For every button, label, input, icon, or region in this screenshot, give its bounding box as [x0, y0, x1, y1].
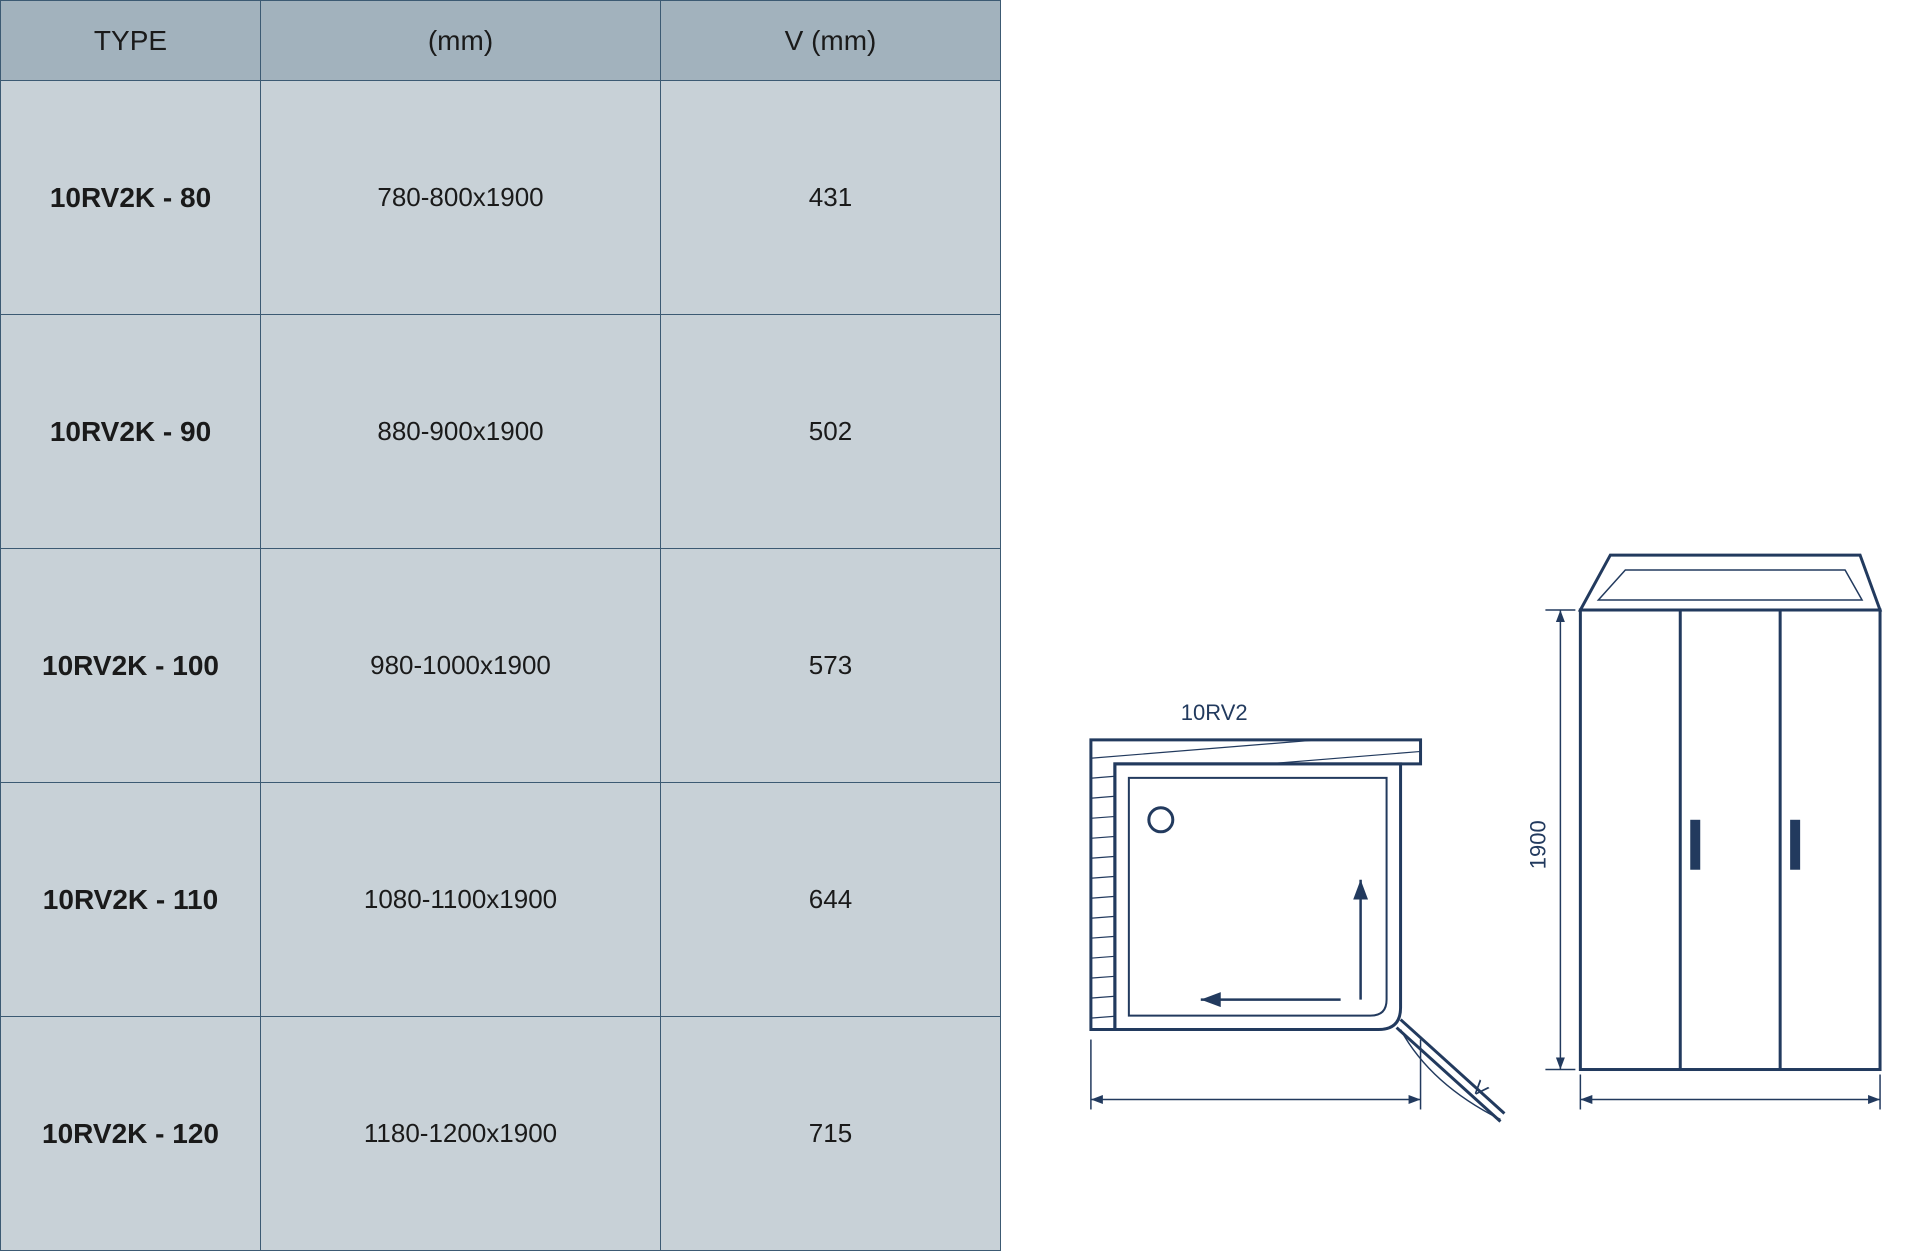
elev-top — [1580, 555, 1880, 610]
cell-mm: 1080-1100x1900 — [261, 783, 661, 1017]
cell-mm: 780-800x1900 — [261, 81, 661, 315]
elev-height-label: 1900 — [1525, 820, 1550, 869]
plan-door-swing — [1397, 1020, 1505, 1122]
plan-dim-baseline — [1091, 1040, 1421, 1110]
table-row: 10RV2K - 90 880-900x1900 502 — [1, 315, 1001, 549]
elev-body — [1580, 610, 1880, 1070]
elev-handle-2 — [1790, 820, 1800, 870]
cell-v: 502 — [661, 315, 1001, 549]
table-row: 10RV2K - 110 1080-1100x1900 644 — [1, 783, 1001, 1017]
plan-wall — [1071, 730, 1441, 1030]
table-row: 10RV2K - 100 980-1000x1900 573 — [1, 549, 1001, 783]
plan-drain — [1149, 808, 1173, 832]
cell-v: 431 — [661, 81, 1001, 315]
cell-mm: 980-1000x1900 — [261, 549, 661, 783]
spec-table-region: TYPE (mm) V (mm) 10RV2K - 80 780-800x190… — [0, 0, 1001, 1251]
spec-table: TYPE (mm) V (mm) 10RV2K - 80 780-800x190… — [0, 0, 1001, 1251]
cell-type: 10RV2K - 120 — [1, 1017, 261, 1251]
plan-label: 10RV2 — [1181, 700, 1248, 725]
elev-handle-1 — [1690, 820, 1700, 870]
cell-mm: 880-900x1900 — [261, 315, 661, 549]
cell-v: 644 — [661, 783, 1001, 1017]
elev-dim-baseline — [1580, 1075, 1880, 1110]
technical-drawings: 10RV2 — [1001, 0, 1920, 1251]
plan-tray-inner — [1129, 778, 1387, 1016]
elevation-view: 1900 — [1525, 555, 1880, 1109]
diagram-region: 10RV2 — [1001, 0, 1920, 1251]
plan-view: 10RV2 — [1071, 700, 1505, 1122]
cell-type: 10RV2K - 110 — [1, 783, 261, 1017]
table-row: 10RV2K - 120 1180-1200x1900 715 — [1, 1017, 1001, 1251]
table-row: 10RV2K - 80 780-800x1900 431 — [1, 81, 1001, 315]
col-header-type: TYPE — [1, 1, 261, 81]
col-header-v: V (mm) — [661, 1, 1001, 81]
cell-v: 573 — [661, 549, 1001, 783]
table-header-row: TYPE (mm) V (mm) — [1, 1, 1001, 81]
cell-mm: 1180-1200x1900 — [261, 1017, 661, 1251]
cell-v: 715 — [661, 1017, 1001, 1251]
col-header-mm: (mm) — [261, 1, 661, 81]
cell-type: 10RV2K - 100 — [1, 549, 261, 783]
plan-tray — [1115, 764, 1401, 1030]
cell-type: 10RV2K - 80 — [1, 81, 261, 315]
cell-type: 10RV2K - 90 — [1, 315, 261, 549]
